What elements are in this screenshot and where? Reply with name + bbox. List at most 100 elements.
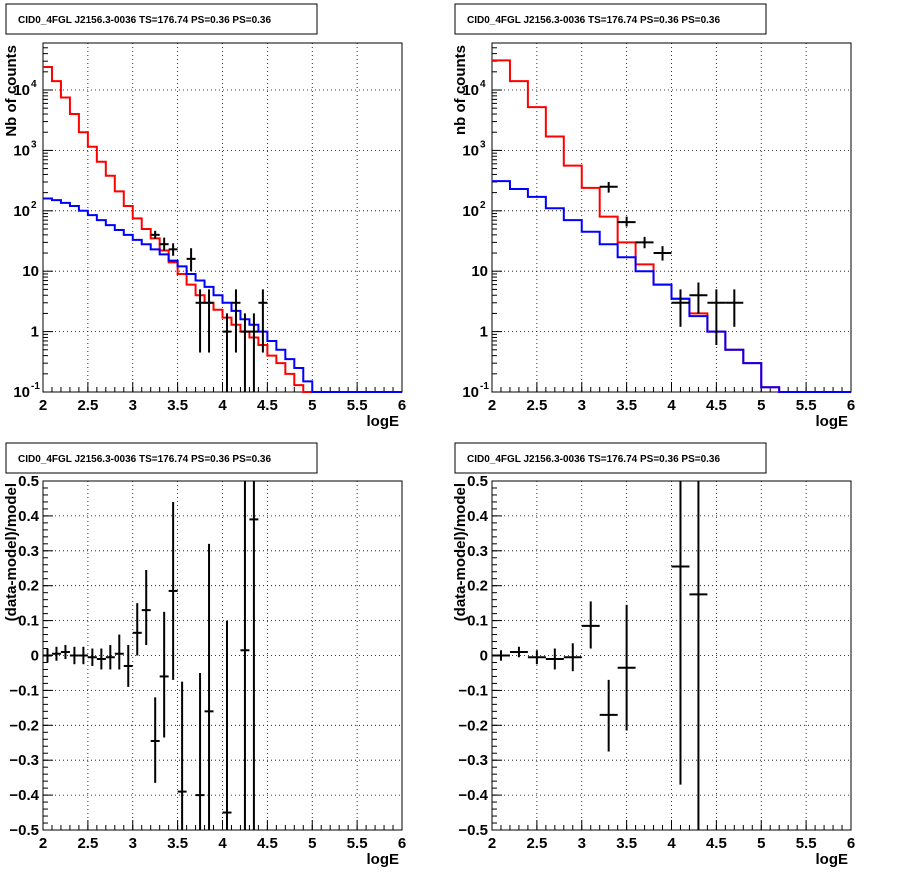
data-point bbox=[653, 246, 672, 261]
x-axis-label: logE bbox=[816, 851, 849, 868]
chart-panel-1: CID0_4FGL J2156.3-0036 TS=176.74 PS=0.36… bbox=[3, 3, 406, 430]
data-point bbox=[689, 481, 708, 830]
data-point bbox=[617, 216, 636, 227]
x-tick-label: 4 bbox=[218, 835, 227, 852]
chart-title: CID0_4FGL J2156.3-0036 TS=176.74 PS=0.36… bbox=[467, 15, 720, 26]
x-tick-label: 3.5 bbox=[616, 397, 637, 414]
x-tick-label: 5 bbox=[308, 397, 316, 414]
data-point bbox=[231, 289, 241, 353]
data-points bbox=[43, 481, 259, 830]
data-point bbox=[195, 289, 205, 353]
x-tick-label: 4.5 bbox=[706, 397, 727, 414]
x-tick-label: 6 bbox=[398, 835, 406, 852]
y-tick-label: −0.2 bbox=[9, 717, 39, 734]
x-tick-label: 5 bbox=[757, 835, 765, 852]
data-point bbox=[159, 611, 169, 738]
x-tick-label: 3 bbox=[578, 397, 586, 414]
y-tick-label: 10 bbox=[462, 384, 479, 401]
y-tick-exponent: 2 bbox=[31, 200, 37, 211]
data-point bbox=[114, 634, 124, 670]
y-tick-label: −0.3 bbox=[458, 752, 488, 769]
data-point bbox=[177, 681, 187, 830]
y-tick-label: 10 bbox=[462, 82, 479, 99]
y-axis-label: Nb of counts bbox=[3, 45, 20, 137]
data-point bbox=[222, 620, 232, 830]
y-tick-label: −0.4 bbox=[9, 787, 39, 804]
x-tick-label: 3.5 bbox=[167, 397, 188, 414]
data-point bbox=[258, 289, 268, 353]
chart-panel-2: CID0_4FGL J2156.3-0036 TS=176.74 PS=0.36… bbox=[452, 3, 855, 430]
y-tick-label: 10 bbox=[471, 263, 488, 280]
y-axis-label: (data-model)/model bbox=[452, 483, 469, 621]
y-tick-exponent: -1 bbox=[31, 381, 40, 392]
data-point bbox=[123, 645, 133, 687]
x-tick-label: 5 bbox=[308, 835, 316, 852]
y-tick-label: −0.5 bbox=[458, 822, 488, 839]
data-point bbox=[150, 230, 160, 239]
y-axis-label: (data-model)/model bbox=[3, 483, 20, 621]
title-box bbox=[5, 3, 318, 35]
y-tick-label: 10 bbox=[462, 142, 479, 159]
data-point bbox=[249, 481, 259, 830]
x-tick-label: 6 bbox=[398, 397, 406, 414]
y-tick-label: 0.5 bbox=[18, 473, 39, 490]
y-tick-label: 0.4 bbox=[18, 508, 40, 525]
y-tick-label: 0.2 bbox=[467, 578, 488, 595]
y-tick-label: −0.2 bbox=[458, 717, 488, 734]
x-tick-label: 6 bbox=[847, 397, 855, 414]
x-tick-label: 2 bbox=[488, 397, 496, 414]
y-tick-exponent: 2 bbox=[480, 200, 486, 211]
y-tick-label: 1 bbox=[480, 324, 488, 341]
x-tick-label: 3 bbox=[578, 835, 586, 852]
data-point bbox=[240, 481, 250, 830]
data-point bbox=[141, 569, 151, 646]
x-tick-label: 5.5 bbox=[796, 835, 817, 852]
data-point bbox=[599, 679, 618, 752]
data-points bbox=[492, 481, 708, 830]
y-tick-label: 0 bbox=[31, 648, 39, 665]
chart-title: CID0_4FGL J2156.3-0036 TS=176.74 PS=0.36… bbox=[467, 454, 720, 465]
y-tick-label: −0.5 bbox=[9, 822, 39, 839]
y-tick-label: −0.1 bbox=[458, 682, 488, 699]
data-point bbox=[563, 643, 582, 672]
y-tick-label: 0.3 bbox=[467, 543, 488, 560]
data-point bbox=[168, 501, 178, 680]
data-point bbox=[132, 603, 142, 656]
data-point bbox=[581, 601, 600, 649]
data-point bbox=[96, 648, 106, 670]
data-point bbox=[43, 648, 52, 663]
y-tick-label: 0.5 bbox=[467, 473, 488, 490]
y-tick-label: 10 bbox=[13, 142, 30, 159]
histogram-series-2 bbox=[43, 197, 402, 393]
title-box bbox=[5, 442, 318, 474]
data-point bbox=[545, 648, 564, 670]
y-tick-label: −0.4 bbox=[458, 787, 488, 804]
x-tick-label: 6 bbox=[847, 835, 855, 852]
x-tick-label: 4 bbox=[218, 397, 227, 414]
y-tick-exponent: 4 bbox=[480, 79, 486, 90]
data-point bbox=[527, 650, 546, 665]
data-points bbox=[599, 181, 744, 345]
x-tick-label: 2 bbox=[39, 397, 47, 414]
data-point bbox=[186, 248, 196, 272]
y-tick-label: 1 bbox=[31, 324, 39, 341]
data-point bbox=[78, 646, 88, 665]
y-tick-label: 0.3 bbox=[18, 543, 39, 560]
x-tick-label: 2.5 bbox=[526, 835, 547, 852]
chart-panel-3: CID0_4FGL J2156.3-0036 TS=176.74 PS=0.36… bbox=[3, 442, 406, 868]
x-tick-label: 4 bbox=[667, 397, 676, 414]
title-box bbox=[454, 442, 767, 474]
y-tick-label: 10 bbox=[22, 263, 39, 280]
x-tick-label: 3 bbox=[129, 835, 137, 852]
data-points bbox=[150, 230, 268, 392]
y-tick-label: 10 bbox=[13, 384, 30, 401]
data-point bbox=[240, 313, 250, 392]
y-tick-label: 0.4 bbox=[467, 508, 489, 525]
data-point bbox=[195, 672, 205, 830]
plot-frame bbox=[491, 480, 852, 831]
data-point bbox=[509, 646, 528, 658]
y-tick-label: −0.1 bbox=[9, 682, 39, 699]
data-point bbox=[249, 313, 259, 392]
data-point bbox=[707, 289, 726, 345]
